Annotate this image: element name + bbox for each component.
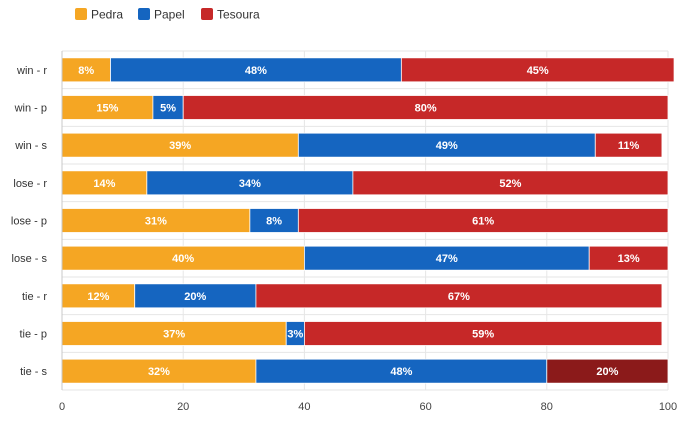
data-label: 49% — [436, 140, 458, 152]
bar-row-win-s: 39% 49% 11% — [61, 132, 663, 158]
x-tick-label: 40 — [298, 401, 310, 413]
legend-item-pedra[interactable]: Pedra — [75, 8, 123, 22]
x-tick-label: 100 — [659, 401, 677, 413]
bar-segment-tesoura[interactable] — [303, 321, 663, 346]
data-label: 48% — [245, 65, 267, 77]
data-label: 34% — [239, 178, 261, 190]
bar-segment-pedra[interactable] — [61, 208, 251, 233]
bar-segment-papel[interactable] — [146, 170, 354, 196]
legend-label: Tesoura — [217, 8, 260, 22]
bar-row-lose-p: 31% 8% 61% — [61, 208, 669, 233]
data-label: 80% — [415, 103, 437, 115]
legend-swatch — [201, 8, 213, 20]
bar-segment-pedra[interactable] — [61, 57, 111, 83]
data-label: 3% — [287, 329, 303, 341]
data-label: 52% — [499, 178, 521, 190]
bar-segment-tesoura[interactable] — [297, 208, 669, 233]
data-label: 59% — [472, 329, 494, 341]
data-label: 39% — [169, 140, 191, 152]
bar-segment-papel[interactable] — [297, 132, 596, 158]
data-label: 37% — [163, 329, 185, 341]
bar-segment-pedra[interactable] — [61, 283, 136, 309]
data-label: 20% — [184, 291, 206, 303]
bar-segment-tesoura[interactable] — [255, 283, 663, 309]
bar-row-tie-p: 37% 3% 59% — [61, 321, 663, 346]
bar-row-lose-s: 40% 47% 13% — [61, 245, 669, 271]
bar-segment-tesoura[interactable] — [400, 57, 675, 83]
data-label: 5% — [160, 103, 176, 115]
legend-item-papel[interactable]: Papel — [138, 8, 185, 22]
x-axis: 0 20 40 60 80 100 — [59, 401, 677, 413]
x-tick-label: 0 — [59, 401, 65, 413]
bar-segment-papel[interactable] — [152, 95, 184, 120]
bar-segment-tesoura[interactable] — [182, 95, 669, 120]
legend-label: Papel — [154, 8, 185, 22]
data-label: 47% — [436, 253, 458, 265]
data-label: 67% — [448, 291, 470, 303]
category-label: tie - p — [19, 329, 47, 341]
bar-segment-papel[interactable] — [255, 358, 548, 384]
bar-row-lose-r: 14% 34% 52% — [61, 170, 669, 196]
x-tick-label: 20 — [177, 401, 189, 413]
category-label: tie - s — [20, 366, 47, 378]
bar-row-tie-s: 32% 48% 20% — [61, 358, 669, 384]
legend-label: Pedra — [91, 8, 123, 22]
legend-item-tesoura[interactable]: Tesoura — [201, 8, 260, 22]
bar-segment-pedra[interactable] — [61, 321, 287, 346]
category-label: lose - r — [13, 178, 47, 190]
bar-segment-papel[interactable] — [134, 283, 257, 309]
data-label: 14% — [93, 178, 115, 190]
data-label: 8% — [266, 216, 282, 228]
legend-swatch — [75, 8, 87, 20]
bar-row-win-p: 15% 5% 80% — [61, 95, 669, 120]
bar-row-tie-r: 12% 20% 67% — [61, 283, 663, 309]
category-label: tie - r — [22, 291, 47, 303]
legend: Pedra Papel Tesoura — [75, 8, 260, 22]
data-label: 8% — [78, 65, 94, 77]
category-label: win - p — [14, 103, 47, 115]
data-label: 31% — [145, 216, 167, 228]
data-label: 13% — [618, 253, 640, 265]
data-label: 12% — [87, 291, 109, 303]
data-label: 15% — [96, 103, 118, 115]
legend-swatch — [138, 8, 150, 20]
category-label: lose - p — [11, 216, 47, 228]
data-label: 48% — [390, 366, 412, 378]
category-label: lose - s — [12, 253, 48, 265]
y-axis: win - r win - p win - s lose - r lose - p los… — [11, 51, 63, 390]
data-label: 61% — [472, 216, 494, 228]
data-label: 20% — [596, 366, 618, 378]
x-tick-label: 80 — [541, 401, 553, 413]
x-tick-label: 60 — [419, 401, 431, 413]
bar-row-win-r: 8% 48% 45% — [61, 57, 675, 83]
category-label: win - r — [16, 65, 47, 77]
bar-segment-pedra[interactable] — [61, 358, 257, 384]
bar-segment-tesoura[interactable] — [594, 132, 663, 158]
data-label: 45% — [527, 65, 549, 77]
category-label: win - s — [14, 140, 47, 152]
bar-segment-tesoura[interactable] — [588, 245, 669, 271]
bar-segment-tesoura[interactable] — [352, 170, 669, 196]
data-label: 40% — [172, 253, 194, 265]
bar-segment-papel[interactable] — [110, 57, 402, 83]
bar-segment-papel[interactable] — [249, 208, 299, 233]
bar-segment-tesoura[interactable] — [546, 358, 669, 384]
data-label: 11% — [618, 140, 640, 152]
bars: 8% 48% 45% 15% 5% 80% 39% 49% 11% 14% 34% 52% 31% 8% 6… — [61, 57, 675, 384]
data-label: 32% — [148, 366, 170, 378]
